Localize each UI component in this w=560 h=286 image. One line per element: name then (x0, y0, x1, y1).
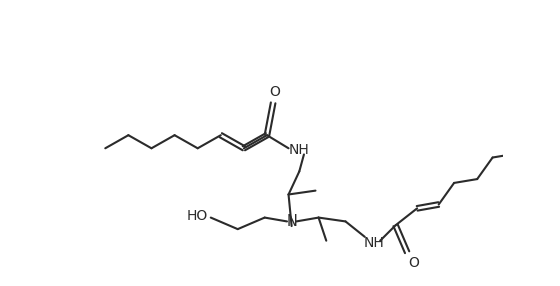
Text: NH: NH (363, 236, 384, 250)
Text: NH: NH (288, 143, 309, 157)
Text: HO: HO (186, 209, 208, 223)
Text: O: O (269, 85, 280, 99)
Text: O: O (408, 256, 419, 270)
Text: N: N (286, 214, 297, 229)
